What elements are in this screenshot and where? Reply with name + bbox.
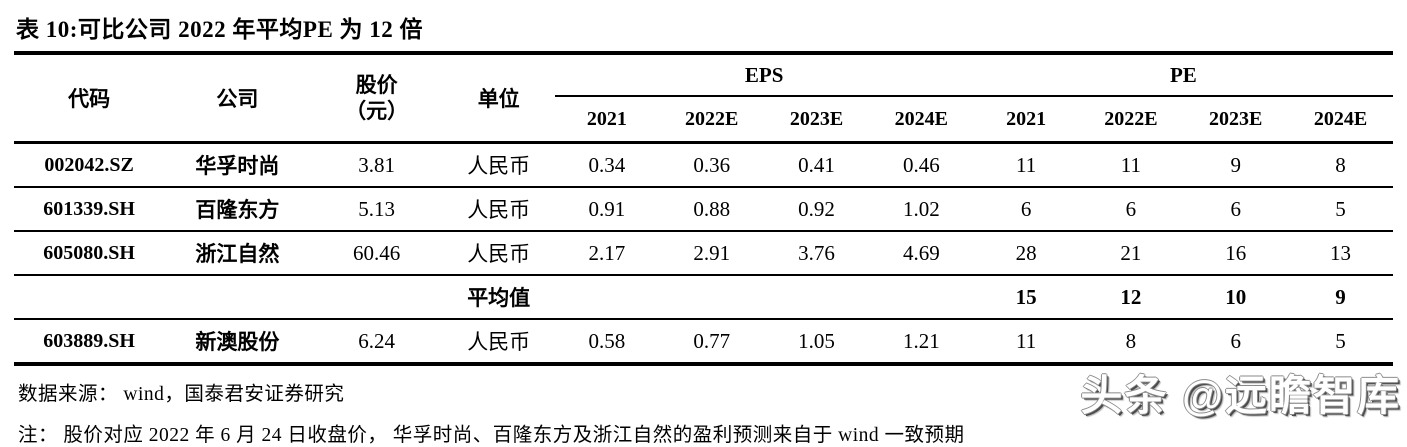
cell-eps: 0.58 (588, 328, 626, 353)
cell-company: 浙江自然 (195, 242, 280, 266)
cell-pe: 8 (1125, 328, 1137, 353)
header-year: 2023E (764, 96, 869, 144)
header-year: 2022E (659, 96, 765, 144)
cell-eps (764, 275, 869, 319)
cell-eps: 1.21 (902, 328, 940, 353)
cell-unit: 人民币 (467, 242, 531, 266)
cell-pe: 6 (1020, 196, 1032, 221)
cell-pe: 10 (1225, 284, 1247, 309)
report-page: 表 10:可比公司 2022 年平均PE 为 12 倍 代码 公司 股价 （元）… (14, 4, 1401, 446)
cell-price: 60.46 (353, 240, 401, 265)
data-source-note: 数据来源： wind，国泰君安证券研究 (18, 384, 345, 405)
cell-company: 新澳股份 (195, 330, 280, 354)
header-year: 2021 (973, 96, 1079, 144)
cell-eps (659, 275, 764, 319)
cell-unit: 人民币 (467, 154, 531, 178)
cell-eps: 3.76 (798, 240, 835, 265)
comparable-companies-table: 代码 公司 股价 （元） 单位 EPS PE 2021 2022E 2023E … (14, 55, 1393, 366)
cell-code: 002042.SZ (44, 153, 134, 176)
cell-average-label: 平均值 (467, 286, 531, 310)
table-title: 表 10:可比公司 2022 年平均PE 为 12 倍 (14, 4, 1393, 55)
cell-pe: 15 (1015, 284, 1037, 309)
cell-eps: 1.02 (902, 196, 940, 221)
cell-pe: 13 (1330, 240, 1352, 265)
header-unit: 单位 (442, 55, 555, 144)
cell-code: 603889.SH (43, 329, 135, 352)
cell-eps: 0.36 (693, 152, 731, 177)
header-pe-group: PE (973, 55, 1393, 97)
table-row: 603889.SH 新澳股份 6.24 人民币 0.58 0.77 1.05 1… (14, 319, 1393, 364)
header-year: 2024E (868, 96, 974, 144)
cell-eps: 0.34 (588, 152, 626, 177)
cell-pe: 5 (1335, 328, 1346, 353)
cell-pe: 28 (1015, 240, 1037, 265)
cell-eps: 0.41 (798, 152, 835, 177)
cell-pe: 9 (1335, 284, 1346, 309)
header-year: 2023E (1183, 96, 1289, 144)
table-row: 002042.SZ 华孚时尚 3.81 人民币 0.34 0.36 0.41 0… (14, 143, 1393, 188)
cell-code: 605080.SH (43, 241, 135, 264)
cell-pe: 6 (1230, 328, 1241, 353)
header-year: 2022E (1078, 96, 1184, 144)
cell-company (164, 275, 310, 319)
cell-eps (555, 275, 660, 319)
cell-pe: 21 (1120, 240, 1142, 265)
cell-eps: 2.17 (588, 240, 626, 265)
header-eps-group: EPS (554, 55, 974, 97)
table-row: 605080.SH 浙江自然 60.46 人民币 2.17 2.91 3.76 … (14, 231, 1393, 275)
cell-company: 百隆东方 (195, 198, 280, 222)
cell-pe: 5 (1335, 196, 1346, 221)
cell-eps: 0.77 (693, 328, 731, 353)
table-row: 601339.SH 百隆东方 5.13 人民币 0.91 0.88 0.92 1… (14, 187, 1393, 231)
header-years-row: 2021 2022E 2023E 2024E 2021 2022E 2023E … (14, 96, 1393, 144)
cell-eps: 2.91 (693, 240, 731, 265)
cell-price: 3.81 (358, 152, 396, 177)
cell-pe: 12 (1120, 284, 1142, 309)
cell-eps: 4.69 (902, 240, 940, 265)
header-year: 2024E (1288, 96, 1393, 144)
cell-price: 6.24 (358, 328, 396, 353)
cell-eps: 0.91 (588, 196, 626, 221)
cell-price (310, 275, 442, 319)
cell-pe: 6 (1230, 196, 1241, 221)
cell-code: 601339.SH (43, 197, 135, 220)
cell-code (14, 275, 164, 319)
header-price: 股价 （元） (310, 55, 443, 144)
header-code: 代码 (14, 55, 165, 144)
header-price-line2: （元） (345, 99, 409, 123)
cell-pe: 8 (1335, 152, 1346, 177)
cell-pe: 9 (1230, 152, 1241, 177)
cell-pe: 11 (1016, 152, 1037, 177)
watermark-toutiao-yuanzhan: 头条 @远瞻智库 (1080, 372, 1401, 419)
cell-unit: 人民币 (467, 198, 531, 222)
cell-price: 5.13 (358, 196, 396, 221)
cell-pe: 6 (1125, 196, 1137, 221)
header-company: 公司 (164, 55, 311, 144)
table-row-average: 平均值 15 12 10 9 (14, 275, 1393, 319)
cell-pe: 11 (1120, 152, 1142, 177)
cell-eps: 1.05 (798, 328, 835, 353)
cell-company: 华孚时尚 (195, 154, 280, 178)
cell-unit: 人民币 (467, 330, 531, 354)
header-year: 2021 (554, 96, 660, 144)
cell-eps: 0.88 (693, 196, 731, 221)
cell-pe: 11 (1016, 328, 1037, 353)
header-group-row: 代码 公司 股价 （元） 单位 EPS PE (14, 55, 1393, 144)
cell-pe: 16 (1225, 240, 1247, 265)
cell-eps (869, 275, 974, 319)
header-price-line1: 股价 (355, 72, 398, 97)
cell-eps: 0.92 (798, 196, 835, 221)
cell-eps: 0.46 (902, 152, 940, 177)
